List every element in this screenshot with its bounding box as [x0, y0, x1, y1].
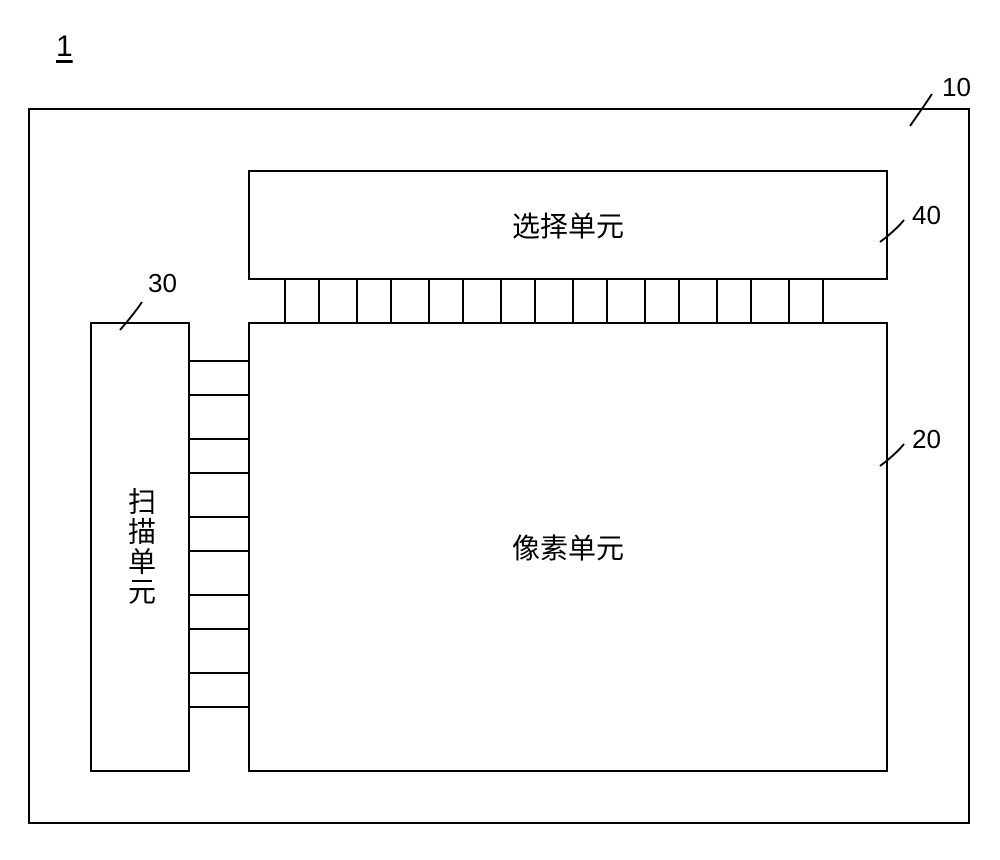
column-connector-line: [788, 280, 790, 322]
row-connector-line: [190, 438, 248, 440]
column-connector-line: [822, 280, 824, 322]
column-connector-line: [678, 280, 680, 322]
column-connector-line: [284, 280, 286, 322]
column-connector-line: [428, 280, 430, 322]
row-connector-line: [190, 360, 248, 362]
leader-20: [0, 0, 1000, 860]
row-connector-line: [190, 706, 248, 708]
row-connector-line: [190, 672, 248, 674]
column-connector-line: [462, 280, 464, 322]
diagram-canvas: 1 10 选择单元 40 扫描单元 30 像素单元 20: [0, 0, 1000, 860]
column-connector-line: [500, 280, 502, 322]
column-connector-line: [534, 280, 536, 322]
column-connector-line: [644, 280, 646, 322]
row-connector-line: [190, 628, 248, 630]
ref-label-20: 20: [912, 424, 941, 455]
row-connector-line: [190, 394, 248, 396]
column-connector-line: [318, 280, 320, 322]
row-connector-line: [190, 594, 248, 596]
column-connector-line: [572, 280, 574, 322]
column-connector-line: [750, 280, 752, 322]
column-connector-line: [356, 280, 358, 322]
row-connector-line: [190, 516, 248, 518]
row-connector-line: [190, 472, 248, 474]
row-connector-line: [190, 550, 248, 552]
column-connector-line: [606, 280, 608, 322]
column-connector-line: [390, 280, 392, 322]
column-connector-line: [716, 280, 718, 322]
